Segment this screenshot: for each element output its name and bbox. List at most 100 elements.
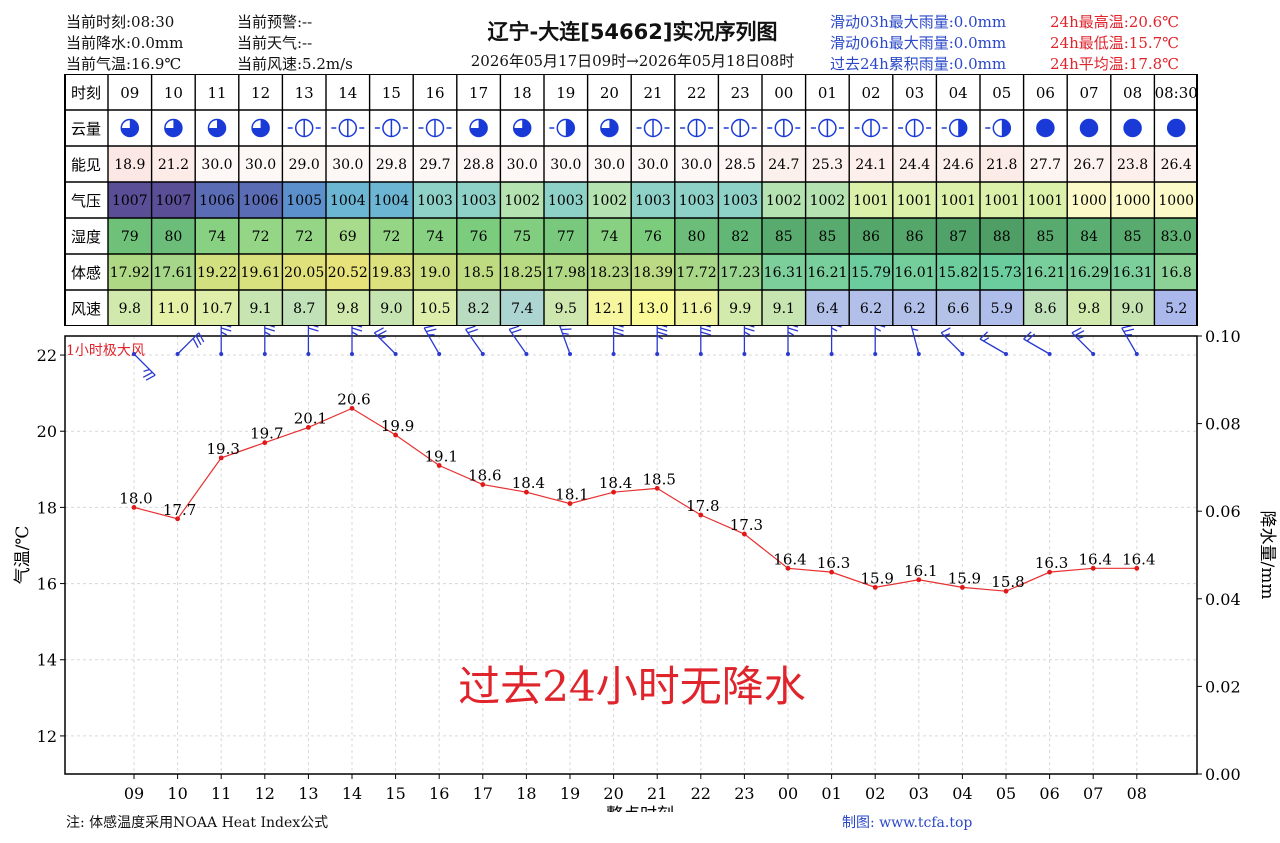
chart-title: 辽宁-大连[54662]实况序列图 [487, 20, 778, 44]
feels-like-cell: 16.21 [807, 265, 847, 281]
cell-bg-visibility-14 [718, 146, 762, 182]
temperature-point [960, 584, 965, 590]
cell-bg-feels-like-12 [631, 254, 675, 290]
barb-staff [979, 338, 1007, 355]
cell-bg-wind-speed-0 [108, 290, 152, 326]
x-tick-label: 17 [473, 784, 493, 803]
temperature-data-label: 20.6 [337, 390, 370, 408]
cloud-fill [958, 119, 967, 137]
humidity-cell: 74 [208, 229, 226, 245]
barb-feather [748, 326, 755, 328]
feels-like-cell: 19.61 [241, 265, 281, 281]
wind-speed-cell: 10.5 [419, 301, 450, 317]
cell-bg-pressure-18 [892, 182, 937, 218]
cell-bg-pressure-23 [1110, 182, 1155, 218]
wind-speed-cell: 9.0 [1121, 301, 1143, 317]
cell-bg-wind-speed-4 [282, 290, 326, 326]
humidity-cell: 86 [862, 229, 880, 245]
x-tick-label: 19 [560, 784, 580, 803]
cell-bg-humidity-15 [762, 218, 806, 254]
wind-speed-cell: 9.0 [380, 301, 402, 317]
pressure-cell: 1001 [853, 193, 889, 209]
cell-bg-feels-like-24 [1154, 254, 1198, 290]
barb-feather [264, 327, 275, 332]
cell-bg-visibility-4 [282, 146, 326, 182]
max-temp: 24h最高温:20.6℃ [1050, 13, 1179, 31]
cell-bg-wind-speed-6 [369, 290, 414, 326]
plot-frame [64, 335, 1198, 775]
temperature-point [611, 489, 616, 495]
x-tick-label: 21 [647, 784, 667, 803]
cell-bg-pressure-17 [849, 182, 893, 218]
feels-like-cell: 15.73 [982, 265, 1022, 281]
visibility-cell: 28.8 [463, 157, 494, 173]
x-tick-label: 23 [734, 784, 754, 803]
temperature-point [306, 425, 311, 430]
x-tick-label: 00 [778, 784, 798, 803]
feels-like-cell: 16.31 [1113, 265, 1153, 281]
pressure-cell: 1007 [112, 193, 148, 209]
y-tick-label: 20 [37, 422, 57, 441]
wind-barb-icon [559, 326, 572, 356]
hour-cell: 01 [818, 84, 837, 102]
cell-bg-humidity-17 [849, 218, 893, 254]
temperature-point [742, 531, 747, 537]
temperature-data-label: 19.9 [381, 417, 414, 435]
no-precip-annotation: 过去24小时无降水 [458, 662, 805, 711]
cell-bg-feels-like-10 [544, 254, 588, 290]
cell-bg-wind-speed-16 [805, 290, 850, 326]
current-precip: 当前降水:0.0mm [66, 34, 184, 52]
pressure-cell: 1001 [940, 193, 976, 209]
wind-speed-cell: 11.0 [158, 301, 189, 317]
barb-feather [613, 331, 624, 336]
humidity-cell: 74 [600, 229, 618, 245]
barb-feather [561, 328, 572, 331]
y-axis-label: 气温/℃ [13, 526, 33, 585]
humidity-cell: 72 [252, 229, 270, 245]
feels-like-cell: 16.8 [1161, 265, 1192, 281]
visibility-cell: 30.0 [681, 157, 712, 173]
cell-bg-feels-like-21 [1023, 254, 1068, 290]
temperature-data-label: 16.4 [1078, 550, 1111, 568]
wind-speed-cell: 9.1 [773, 301, 795, 317]
cloud-symbol-icon [723, 118, 757, 138]
cell-bg-visibility-21 [1023, 146, 1068, 182]
cell-bg-feels-like-4 [282, 254, 326, 290]
humidity-cell: 69 [339, 229, 357, 245]
feels-like-cell: 17.23 [720, 265, 760, 281]
wind-speed-cell: 9.5 [555, 301, 577, 317]
barb-feather [661, 326, 668, 328]
pressure-cell: 1002 [592, 193, 628, 209]
visibility-cell: 26.7 [1073, 157, 1104, 173]
current-warning: 当前预警:-- [237, 13, 313, 31]
wind-speed-cell: 10.7 [201, 301, 232, 317]
cloud-fill [208, 119, 226, 137]
row-label: 湿度 [71, 228, 101, 246]
feels-like-cell: 16.21 [1025, 265, 1065, 281]
humidity-cell: 72 [382, 229, 400, 245]
barb-feather [879, 326, 886, 328]
wind-barb-icon [698, 326, 711, 356]
temperature-point [872, 584, 878, 590]
feels-like-cell: 18.5 [463, 265, 494, 281]
cell-bg-humidity-8 [456, 218, 501, 254]
cell-bg-feels-like-2 [195, 254, 239, 290]
humidity-cell: 85 [775, 229, 793, 245]
visibility-cell: 21.8 [986, 157, 1017, 173]
visibility-cell: 24.1 [855, 157, 886, 173]
cell-bg-visibility-19 [936, 146, 980, 182]
cell-bg-humidity-21 [1023, 218, 1068, 254]
cell-bg-pressure-0 [108, 182, 152, 218]
cell-bg-visibility-10 [544, 146, 588, 182]
wind-barb-icon [175, 332, 205, 356]
barb-feather [792, 326, 799, 328]
feels-like-cell: 17.61 [153, 265, 193, 281]
current-time: 当前时刻:08:30 [66, 13, 175, 31]
cell-bg-pressure-15 [762, 182, 806, 218]
humidity-cell: 82 [731, 229, 749, 245]
cell-bg-feels-like-23 [1110, 254, 1155, 290]
cloud-symbol-icon [985, 118, 1012, 138]
cell-bg-wind-speed-12 [631, 290, 675, 326]
barb-feather [145, 374, 156, 381]
temperature-data-label: 17.3 [730, 516, 763, 534]
